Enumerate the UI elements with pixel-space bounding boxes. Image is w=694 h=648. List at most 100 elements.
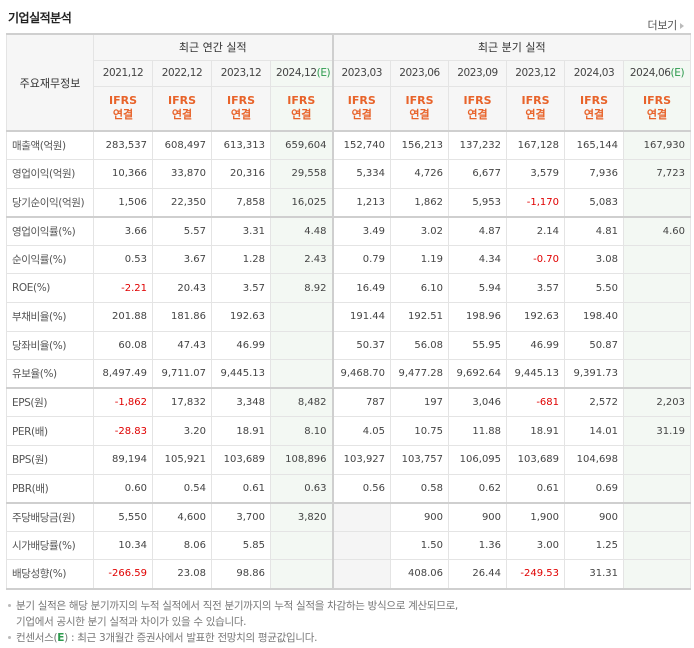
value-cell: 23.08 (152, 559, 212, 590)
value-cell: 9,445.13 (211, 359, 271, 389)
value-cell: 20,316 (211, 159, 271, 189)
value-cell: 283,537 (93, 130, 153, 161)
value-cell: 7,723 (623, 159, 692, 189)
row-label: 부채비율(%) (6, 302, 94, 332)
value-cell: 181.86 (152, 302, 212, 332)
value-cell: 31.31 (564, 559, 625, 590)
row-label: BPS(원) (6, 445, 94, 475)
value-cell: 14.01 (564, 416, 625, 447)
value-cell: 103,689 (211, 445, 271, 475)
table-row: 배당성향(%) -266.59 23.08 98.86 408.06 26.44 -249.… (6, 559, 692, 590)
value-cell: 2,203 (623, 387, 692, 418)
value-cell: 9,391.73 (564, 359, 625, 389)
value-cell: 9,711.07 (152, 359, 212, 389)
value-cell: 5,953 (448, 187, 508, 218)
value-cell: 31.19 (623, 416, 692, 447)
value-cell: 7,858 (211, 187, 271, 218)
value-cell: -2.21 (93, 273, 153, 304)
value-cell (623, 359, 692, 389)
value-cell: 103,757 (390, 445, 450, 475)
value-cell (623, 187, 692, 218)
value-cell: 167,930 (623, 130, 692, 161)
accounting-standard: IFRS 연결 (93, 85, 153, 132)
value-cell (623, 302, 692, 332)
table-row: 영업이익(억원) 10,366 33,870 20,316 29,558 5,334 4,7… (6, 159, 692, 189)
row-label: PER(배) (6, 416, 94, 447)
value-cell: 5,334 (331, 159, 392, 189)
table-row: 시가배당률(%) 10.34 8.06 5.85 1.50 1.36 3.00 1.25 (6, 530, 692, 561)
value-cell: 191.44 (331, 302, 392, 332)
table-row: 당기순이익(억원) 1,506 22,350 7,858 16,025 1,213 1,86… (6, 187, 692, 218)
value-cell: 20.43 (152, 273, 212, 304)
value-cell: 46.99 (211, 330, 271, 361)
table-row: EPS(원) -1,862 17,832 3,348 8,482 787 197 3,046-… (6, 387, 692, 418)
table-row: BPS(원) 89,194 105,921 103,689 108,896 103,927… (6, 445, 692, 475)
value-cell: 9,445.13 (506, 359, 566, 389)
period-header: 2024,03 (564, 59, 625, 87)
value-cell: 0.61 (506, 473, 566, 504)
row-label: 영업이익(억원) (6, 159, 94, 189)
period-header: 2024,06(E) (623, 59, 692, 87)
value-cell: 8.06 (152, 530, 212, 561)
value-cell (623, 530, 692, 561)
footnote-1-cont: 기업에서 공시한 분기 실적과 차이가 있을 수 있습니다. (16, 616, 247, 628)
value-cell: 3.67 (152, 244, 212, 275)
value-cell: 0.54 (152, 473, 212, 504)
value-cell: 6,677 (448, 159, 508, 189)
value-cell (331, 530, 392, 561)
value-cell: 106,095 (448, 445, 508, 475)
value-cell: 2.14 (506, 215, 566, 246)
value-cell: 0.60 (93, 473, 153, 504)
value-cell (623, 273, 692, 304)
value-cell: 3.57 (506, 273, 566, 304)
value-cell: 7,936 (564, 159, 625, 189)
value-cell: 900 (448, 501, 508, 532)
table-row: 당좌비율(%) 60.08 47.43 46.99 50.37 56.08 55.95 46.… (6, 330, 692, 361)
footnote-1: 분기 실적은 해당 분기까지의 누적 실적에서 직전 분기까지의 누적 실적을 … (6, 598, 458, 614)
value-cell (623, 559, 692, 590)
value-cell: 9,477.28 (390, 359, 450, 389)
value-cell: 3.08 (564, 244, 625, 275)
table-row: ROE(%) -2.21 20.43 3.57 8.92 16.49 6.10 5.94 3.5… (6, 273, 692, 304)
period-header: 2023,03 (331, 59, 392, 87)
value-cell: 659,604 (269, 130, 334, 161)
accounting-standard: IFRS 연결 (152, 85, 212, 132)
value-cell: 0.79 (331, 244, 392, 275)
value-cell: -1,862 (93, 387, 153, 418)
table-row: 부채비율(%) 201.88 181.86 192.63 191.44 192.51 198… (6, 302, 692, 332)
value-cell: 1.25 (564, 530, 625, 561)
row-label: 유보율(%) (6, 359, 94, 389)
arrow-right-icon (680, 23, 684, 29)
value-cell: 10,366 (93, 159, 153, 189)
value-cell: 56.08 (390, 330, 450, 361)
value-cell (269, 559, 334, 590)
value-cell: 900 (390, 501, 450, 532)
period-header: 2023,12 (506, 59, 566, 87)
table-row: 영업이익률(%) 3.66 5.57 3.31 4.48 3.49 3.02 4.87 2.14… (6, 215, 692, 246)
value-cell: 2.43 (269, 244, 334, 275)
value-cell: 3,820 (269, 501, 334, 532)
financial-table: 주요재무정보 최근 연간 실적 최근 분기 실적 2021,12 2022,12 2… (6, 33, 692, 590)
value-cell: -1,170 (506, 187, 566, 218)
value-cell: 3.02 (390, 215, 450, 246)
table-row: 매출액(억원) 283,537 608,497 613,313 659,604 152,7… (6, 130, 692, 161)
value-cell: 89,194 (93, 445, 153, 475)
period-header: 2021,12 (93, 59, 153, 87)
value-cell: 3,579 (506, 159, 566, 189)
value-cell: 103,927 (331, 445, 392, 475)
footnote-2: 컨센서스(E) : 최근 3개월간 증권사에서 발표한 전망치의 평균값입니다. (6, 630, 458, 646)
value-cell: 50.37 (331, 330, 392, 361)
accounting-standard: IFRS 연결 (211, 85, 271, 132)
table-row: PER(배) -28.83 3.20 18.91 8.10 4.05 10.75 11.88 1… (6, 416, 692, 447)
value-cell: 0.69 (564, 473, 625, 504)
value-cell: -249.53 (506, 559, 566, 590)
value-cell (331, 501, 392, 532)
value-cell (269, 330, 334, 361)
value-cell: -266.59 (93, 559, 153, 590)
more-link[interactable]: 더보기 (648, 17, 684, 33)
value-cell: 156,213 (390, 130, 450, 161)
value-cell: 50.87 (564, 330, 625, 361)
value-cell: 5,550 (93, 501, 153, 532)
accounting-standard: IFRS 연결 (623, 85, 692, 132)
value-cell: 104,698 (564, 445, 625, 475)
